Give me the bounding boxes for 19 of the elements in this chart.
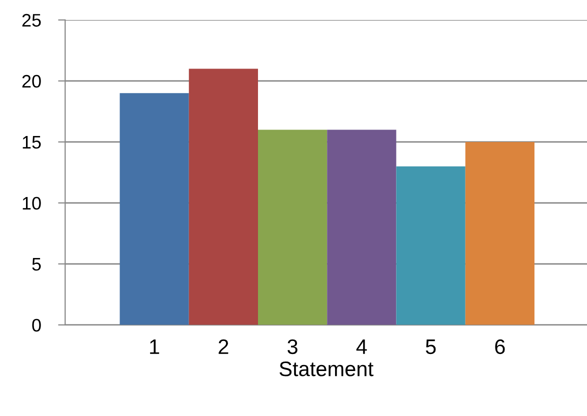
x-axis-title: Statement xyxy=(280,362,374,376)
x-tick-label: 6 xyxy=(495,339,505,354)
x-tick-label: 2 xyxy=(218,339,228,354)
bar xyxy=(258,130,328,325)
x-tick-label: 5 xyxy=(426,340,436,354)
bar xyxy=(396,166,466,325)
x-tick-label: 4 xyxy=(356,340,367,354)
x-tick-label: 3 xyxy=(288,339,298,354)
y-tick-label: 25 xyxy=(22,14,41,27)
y-tick-label: 0 xyxy=(32,318,41,332)
y-tick-label: 20 xyxy=(22,74,41,88)
bar xyxy=(188,68,258,325)
y-tick-label: 15 xyxy=(22,136,41,149)
bar xyxy=(327,130,396,325)
x-tick-label: 1 xyxy=(150,340,160,354)
y-tick-label: 5 xyxy=(32,258,41,271)
bar xyxy=(465,142,534,325)
bar xyxy=(120,93,189,325)
y-tick-label: 10 xyxy=(22,196,41,210)
